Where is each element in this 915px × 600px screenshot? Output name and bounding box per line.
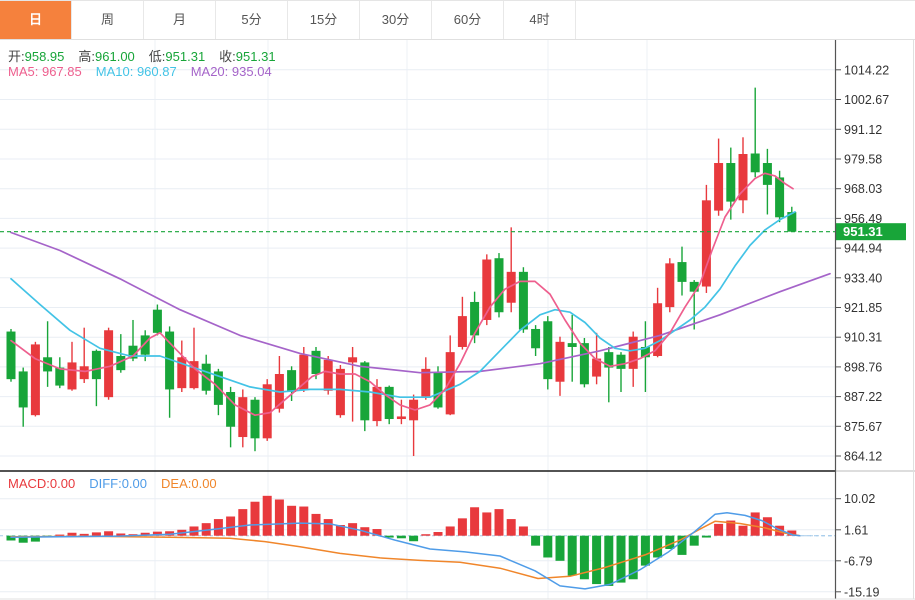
svg-text:951.31: 951.31 (843, 224, 883, 239)
svg-text:-6.79: -6.79 (844, 554, 873, 568)
tab-5分[interactable]: 5分 (216, 1, 288, 39)
svg-text:979.58: 979.58 (844, 153, 882, 167)
svg-text:991.12: 991.12 (844, 123, 882, 137)
svg-text:864.12: 864.12 (844, 450, 882, 464)
ma20-value: 935.04 (231, 64, 272, 79)
svg-text:-15.19: -15.19 (844, 585, 879, 599)
svg-text:910.31: 910.31 (844, 331, 882, 345)
ma5-value: 967.85 (41, 64, 82, 79)
svg-text:875.67: 875.67 (844, 420, 882, 434)
close-label: 收: (219, 49, 236, 64)
open-label: 开: (8, 49, 25, 64)
diff-label: DIFF: (89, 476, 122, 491)
svg-text:933.40: 933.40 (844, 271, 882, 285)
ma10-label: MA10: (95, 64, 134, 79)
tab-15分[interactable]: 15分 (288, 1, 360, 39)
high-value: 961.00 (95, 49, 135, 64)
ma10-value: 960.87 (136, 64, 177, 79)
tab-bar: 日周月 5分 15分 30分 60分 4时 (0, 1, 915, 40)
svg-text:10.02: 10.02 (844, 492, 875, 506)
current-price-tag (836, 223, 906, 241)
ma-legend: MA5: 967.85 MA10: 960.87 MA20: 935.04 (8, 64, 272, 79)
svg-text:944.94: 944.94 (844, 242, 882, 256)
tab-60分[interactable]: 60分 (432, 1, 504, 39)
ma5-label: MA5: (8, 64, 39, 79)
tab-4时[interactable]: 4时 (504, 1, 576, 39)
svg-text:1002.67: 1002.67 (844, 93, 889, 107)
high-label: 高: (78, 49, 96, 64)
svg-text:898.76: 898.76 (844, 360, 882, 374)
low-value: 951.31 (165, 49, 206, 64)
close-value: 951.31 (235, 49, 276, 64)
macd-legend: MACD:0.00 DIFF:0.00 DEA:0.00 (8, 476, 217, 491)
quote-bar: 开:958.95 高:961.00 低:951.31 收:951.31 (8, 46, 276, 65)
open-value: 958.95 (24, 49, 65, 64)
tab-30分[interactable]: 30分 (360, 1, 432, 39)
low-label: 低: (148, 49, 166, 64)
tab-周[interactable]: 周 (72, 1, 144, 39)
macd-label: MACD: (8, 476, 50, 491)
ma20-label: MA20: (190, 64, 229, 79)
diff-value: 0.00 (121, 476, 148, 491)
svg-text:887.22: 887.22 (844, 390, 882, 404)
dea-value: 0.00 (191, 476, 217, 491)
macd-value: 0.00 (49, 476, 76, 491)
svg-text:968.03: 968.03 (844, 182, 882, 196)
svg-text:956.49: 956.49 (844, 212, 882, 226)
svg-text:1.61: 1.61 (844, 523, 868, 537)
svg-text:921.85: 921.85 (844, 301, 882, 315)
tab-日[interactable]: 日 (0, 1, 72, 39)
dea-label: DEA: (161, 476, 192, 491)
tab-月[interactable]: 月 (144, 1, 216, 39)
svg-text:1014.22: 1014.22 (844, 63, 889, 77)
